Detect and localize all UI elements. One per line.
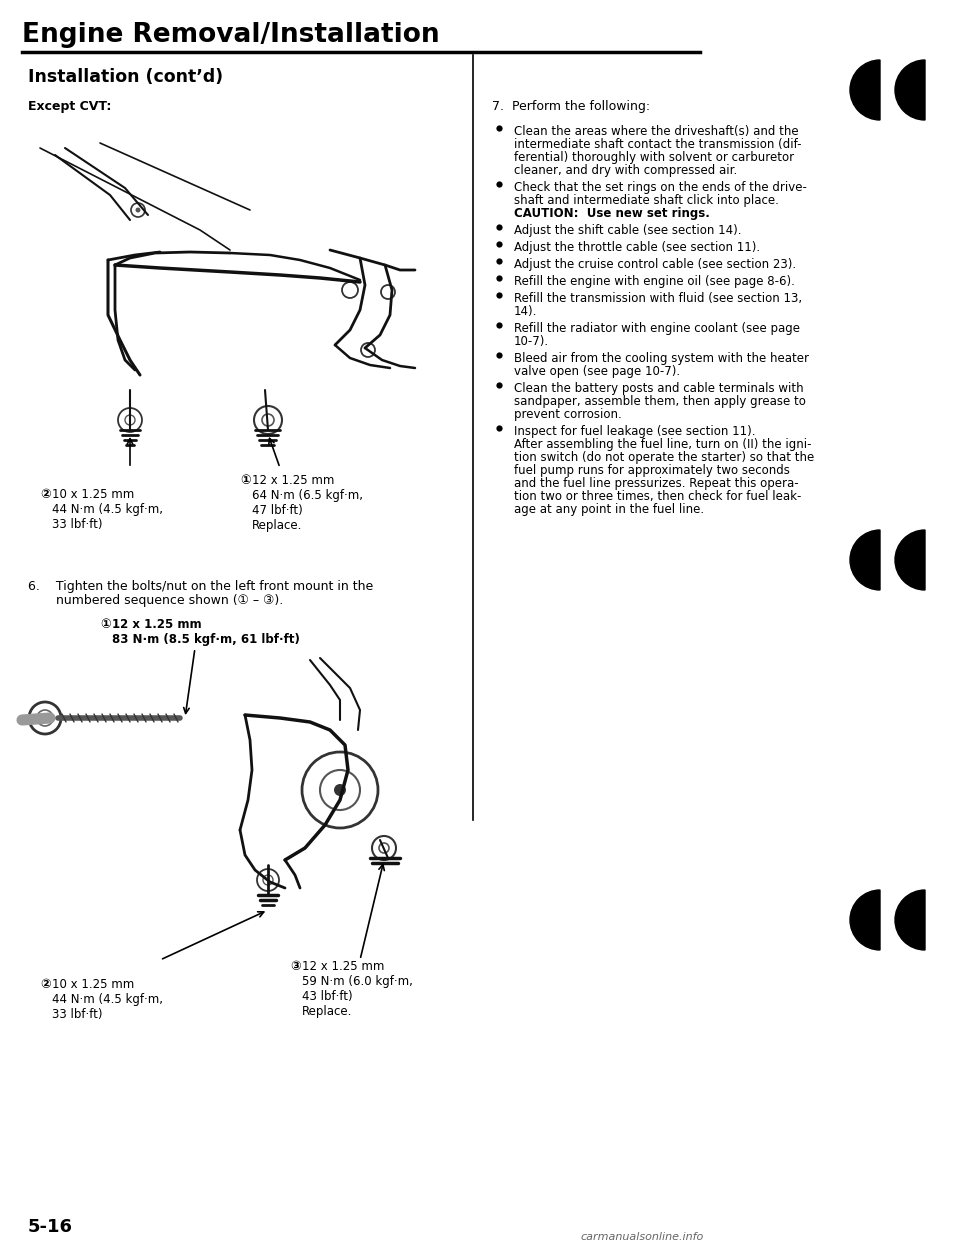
- Text: 12 x 1.25 mm
64 N·m (6.5 kgf·m,
47 lbf·ft)
Replace.: 12 x 1.25 mm 64 N·m (6.5 kgf·m, 47 lbf·f…: [252, 474, 363, 532]
- Text: tion two or three times, then check for fuel leak-: tion two or three times, then check for …: [514, 491, 802, 503]
- Text: ferential) thoroughly with solvent or carburetor: ferential) thoroughly with solvent or ca…: [514, 152, 794, 164]
- Text: 14).: 14).: [514, 306, 538, 318]
- Wedge shape: [895, 60, 925, 120]
- Text: After assembling the fuel line, turn on (II) the igni-: After assembling the fuel line, turn on …: [514, 438, 811, 451]
- Text: fuel pump runs for approximately two seconds: fuel pump runs for approximately two sec…: [514, 465, 790, 477]
- Text: 5-16: 5-16: [28, 1218, 73, 1236]
- Text: 12 x 1.25 mm
83 N·m (8.5 kgf·m, 61 lbf·ft): 12 x 1.25 mm 83 N·m (8.5 kgf·m, 61 lbf·f…: [112, 619, 300, 646]
- Text: Clean the areas where the driveshaft(s) and the: Clean the areas where the driveshaft(s) …: [514, 125, 799, 138]
- Text: ①: ①: [100, 619, 110, 631]
- Text: Check that the set rings on the ends of the drive-: Check that the set rings on the ends of …: [514, 181, 806, 194]
- Text: ②: ②: [40, 488, 51, 501]
- Text: Refill the engine with engine oil (see page 8-6).: Refill the engine with engine oil (see p…: [514, 274, 795, 288]
- Text: sandpaper, assemble them, then apply grease to: sandpaper, assemble them, then apply gre…: [514, 395, 805, 409]
- Text: Except CVT:: Except CVT:: [28, 101, 111, 113]
- Text: ①: ①: [240, 474, 251, 487]
- Circle shape: [334, 784, 346, 796]
- Text: ②: ②: [40, 977, 51, 991]
- Text: Installation (cont’d): Installation (cont’d): [28, 68, 223, 86]
- Text: 12 x 1.25 mm
59 N·m (6.0 kgf·m,
43 lbf·ft)
Replace.: 12 x 1.25 mm 59 N·m (6.0 kgf·m, 43 lbf·f…: [302, 960, 413, 1018]
- Wedge shape: [850, 891, 880, 950]
- Text: cleaner, and dry with compressed air.: cleaner, and dry with compressed air.: [514, 164, 737, 178]
- Wedge shape: [895, 891, 925, 950]
- Text: carmanualsonline.info: carmanualsonline.info: [580, 1232, 704, 1242]
- Text: Refill the transmission with fluid (see section 13,: Refill the transmission with fluid (see …: [514, 292, 803, 306]
- Text: and the fuel line pressurizes. Repeat this opera-: and the fuel line pressurizes. Repeat th…: [514, 477, 799, 491]
- Text: age at any point in the fuel line.: age at any point in the fuel line.: [514, 503, 704, 515]
- Text: 7.: 7.: [492, 101, 504, 113]
- Text: CAUTION:  Use new set rings.: CAUTION: Use new set rings.: [514, 207, 709, 220]
- Wedge shape: [895, 530, 925, 590]
- Text: Refill the radiator with engine coolant (see page: Refill the radiator with engine coolant …: [514, 322, 800, 335]
- Wedge shape: [850, 60, 880, 120]
- Text: ③: ③: [290, 960, 300, 972]
- Text: Clean the battery posts and cable terminals with: Clean the battery posts and cable termin…: [514, 383, 804, 395]
- Text: intermediate shaft contact the transmission (dif-: intermediate shaft contact the transmiss…: [514, 138, 802, 152]
- Text: valve open (see page 10-7).: valve open (see page 10-7).: [514, 365, 680, 378]
- Text: Bleed air from the cooling system with the heater: Bleed air from the cooling system with t…: [514, 351, 809, 365]
- Text: Engine Removal/Installation: Engine Removal/Installation: [22, 22, 440, 48]
- Text: prevent corrosion.: prevent corrosion.: [514, 409, 622, 421]
- Text: 10 x 1.25 mm
44 N·m (4.5 kgf·m,
33 lbf·ft): 10 x 1.25 mm 44 N·m (4.5 kgf·m, 33 lbf·f…: [52, 977, 163, 1021]
- Text: Adjust the throttle cable (see section 11).: Adjust the throttle cable (see section 1…: [514, 241, 760, 255]
- Text: numbered sequence shown (① – ③).: numbered sequence shown (① – ③).: [28, 594, 283, 607]
- Text: 10-7).: 10-7).: [514, 335, 549, 348]
- Text: Perform the following:: Perform the following:: [512, 101, 650, 113]
- Text: 10 x 1.25 mm
44 N·m (4.5 kgf·m,
33 lbf·ft): 10 x 1.25 mm 44 N·m (4.5 kgf·m, 33 lbf·f…: [52, 488, 163, 532]
- Text: shaft and intermediate shaft click into place.: shaft and intermediate shaft click into …: [514, 194, 779, 207]
- Text: Adjust the shift cable (see section 14).: Adjust the shift cable (see section 14).: [514, 224, 741, 237]
- Text: 6.    Tighten the bolts/nut on the left front mount in the: 6. Tighten the bolts/nut on the left fro…: [28, 580, 373, 592]
- Text: Inspect for fuel leakage (see section 11).: Inspect for fuel leakage (see section 11…: [514, 425, 756, 438]
- Circle shape: [135, 207, 140, 212]
- Text: Adjust the cruise control cable (see section 23).: Adjust the cruise control cable (see sec…: [514, 258, 796, 271]
- Wedge shape: [850, 530, 880, 590]
- Text: tion switch (do not operate the starter) so that the: tion switch (do not operate the starter)…: [514, 451, 814, 465]
